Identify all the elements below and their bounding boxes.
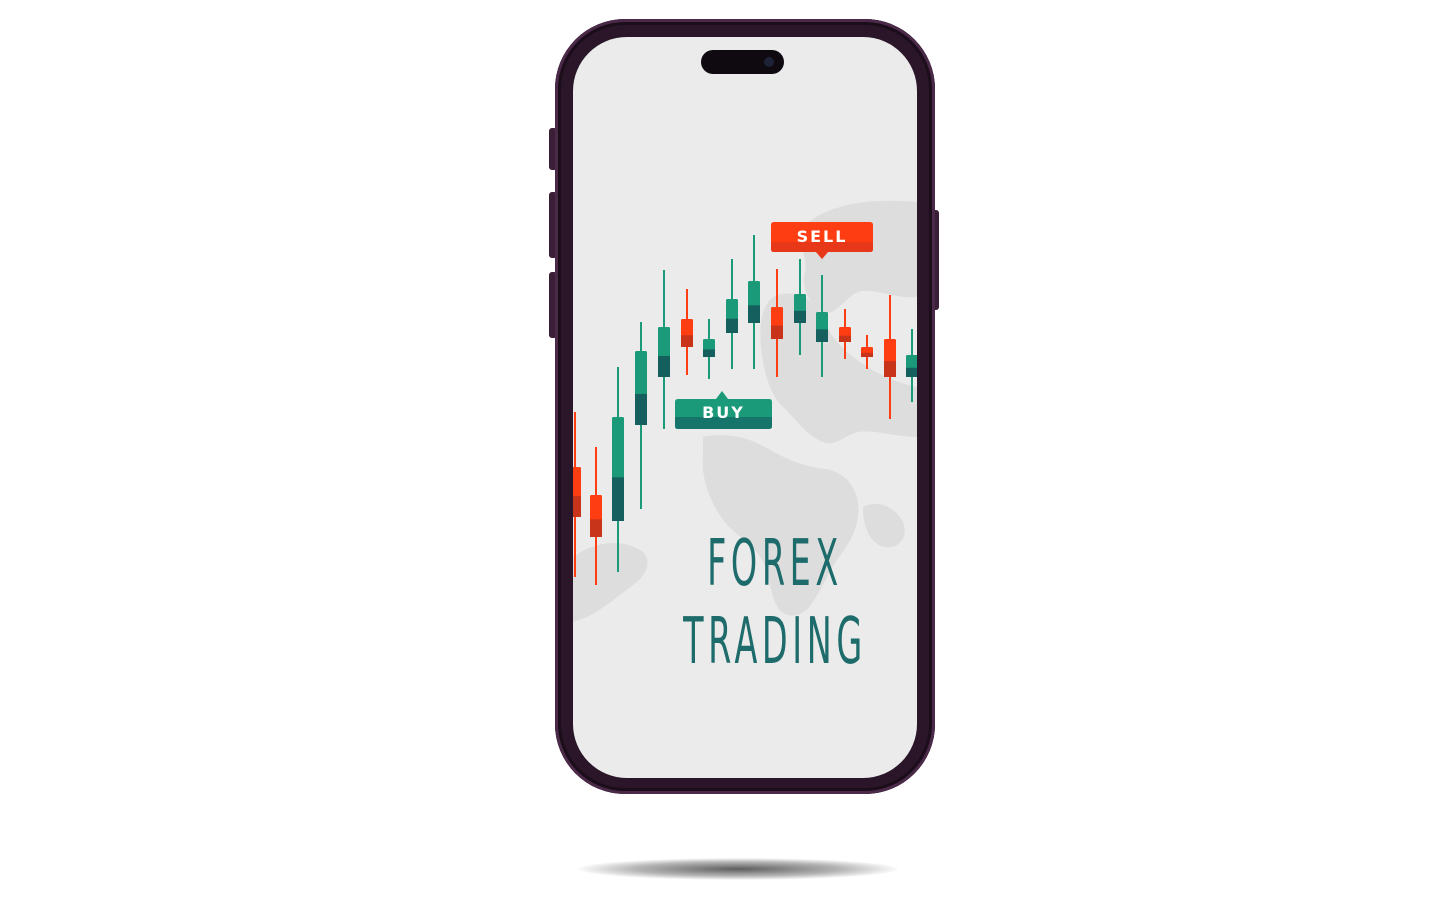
volume-down-button bbox=[549, 272, 557, 338]
candlestick-chart-icon bbox=[573, 200, 917, 622]
candle-shade bbox=[839, 335, 851, 342]
power-button bbox=[932, 210, 939, 310]
buy-tag bbox=[675, 391, 772, 429]
phone-screen: SELL BUY FOREX TRADING bbox=[573, 37, 917, 778]
volume-up-button bbox=[549, 192, 557, 258]
candle-shade bbox=[794, 310, 806, 323]
candle-shade bbox=[635, 393, 647, 425]
candle-shade bbox=[590, 519, 602, 537]
candle-shade bbox=[612, 477, 624, 521]
title-trading: TRADING bbox=[683, 605, 867, 679]
candle-shade bbox=[573, 496, 581, 517]
candle-shade bbox=[748, 305, 760, 323]
sell-label[interactable]: SELL bbox=[796, 227, 848, 246]
camera-icon bbox=[764, 57, 774, 67]
action-button bbox=[549, 128, 557, 170]
candle-shade bbox=[771, 325, 783, 339]
title-forex: FOREX bbox=[707, 527, 843, 601]
candle-shade bbox=[816, 329, 828, 342]
candle-shade bbox=[861, 352, 873, 357]
buy-label[interactable]: BUY bbox=[702, 403, 745, 422]
candle-shade bbox=[884, 361, 896, 377]
candle-shade bbox=[726, 318, 738, 333]
candle-shade bbox=[681, 335, 693, 347]
candle-shade bbox=[906, 367, 917, 377]
candle-shade bbox=[658, 356, 670, 377]
candle-shade bbox=[703, 349, 715, 357]
sell-tag bbox=[771, 222, 873, 259]
phone-shadow bbox=[578, 858, 898, 880]
